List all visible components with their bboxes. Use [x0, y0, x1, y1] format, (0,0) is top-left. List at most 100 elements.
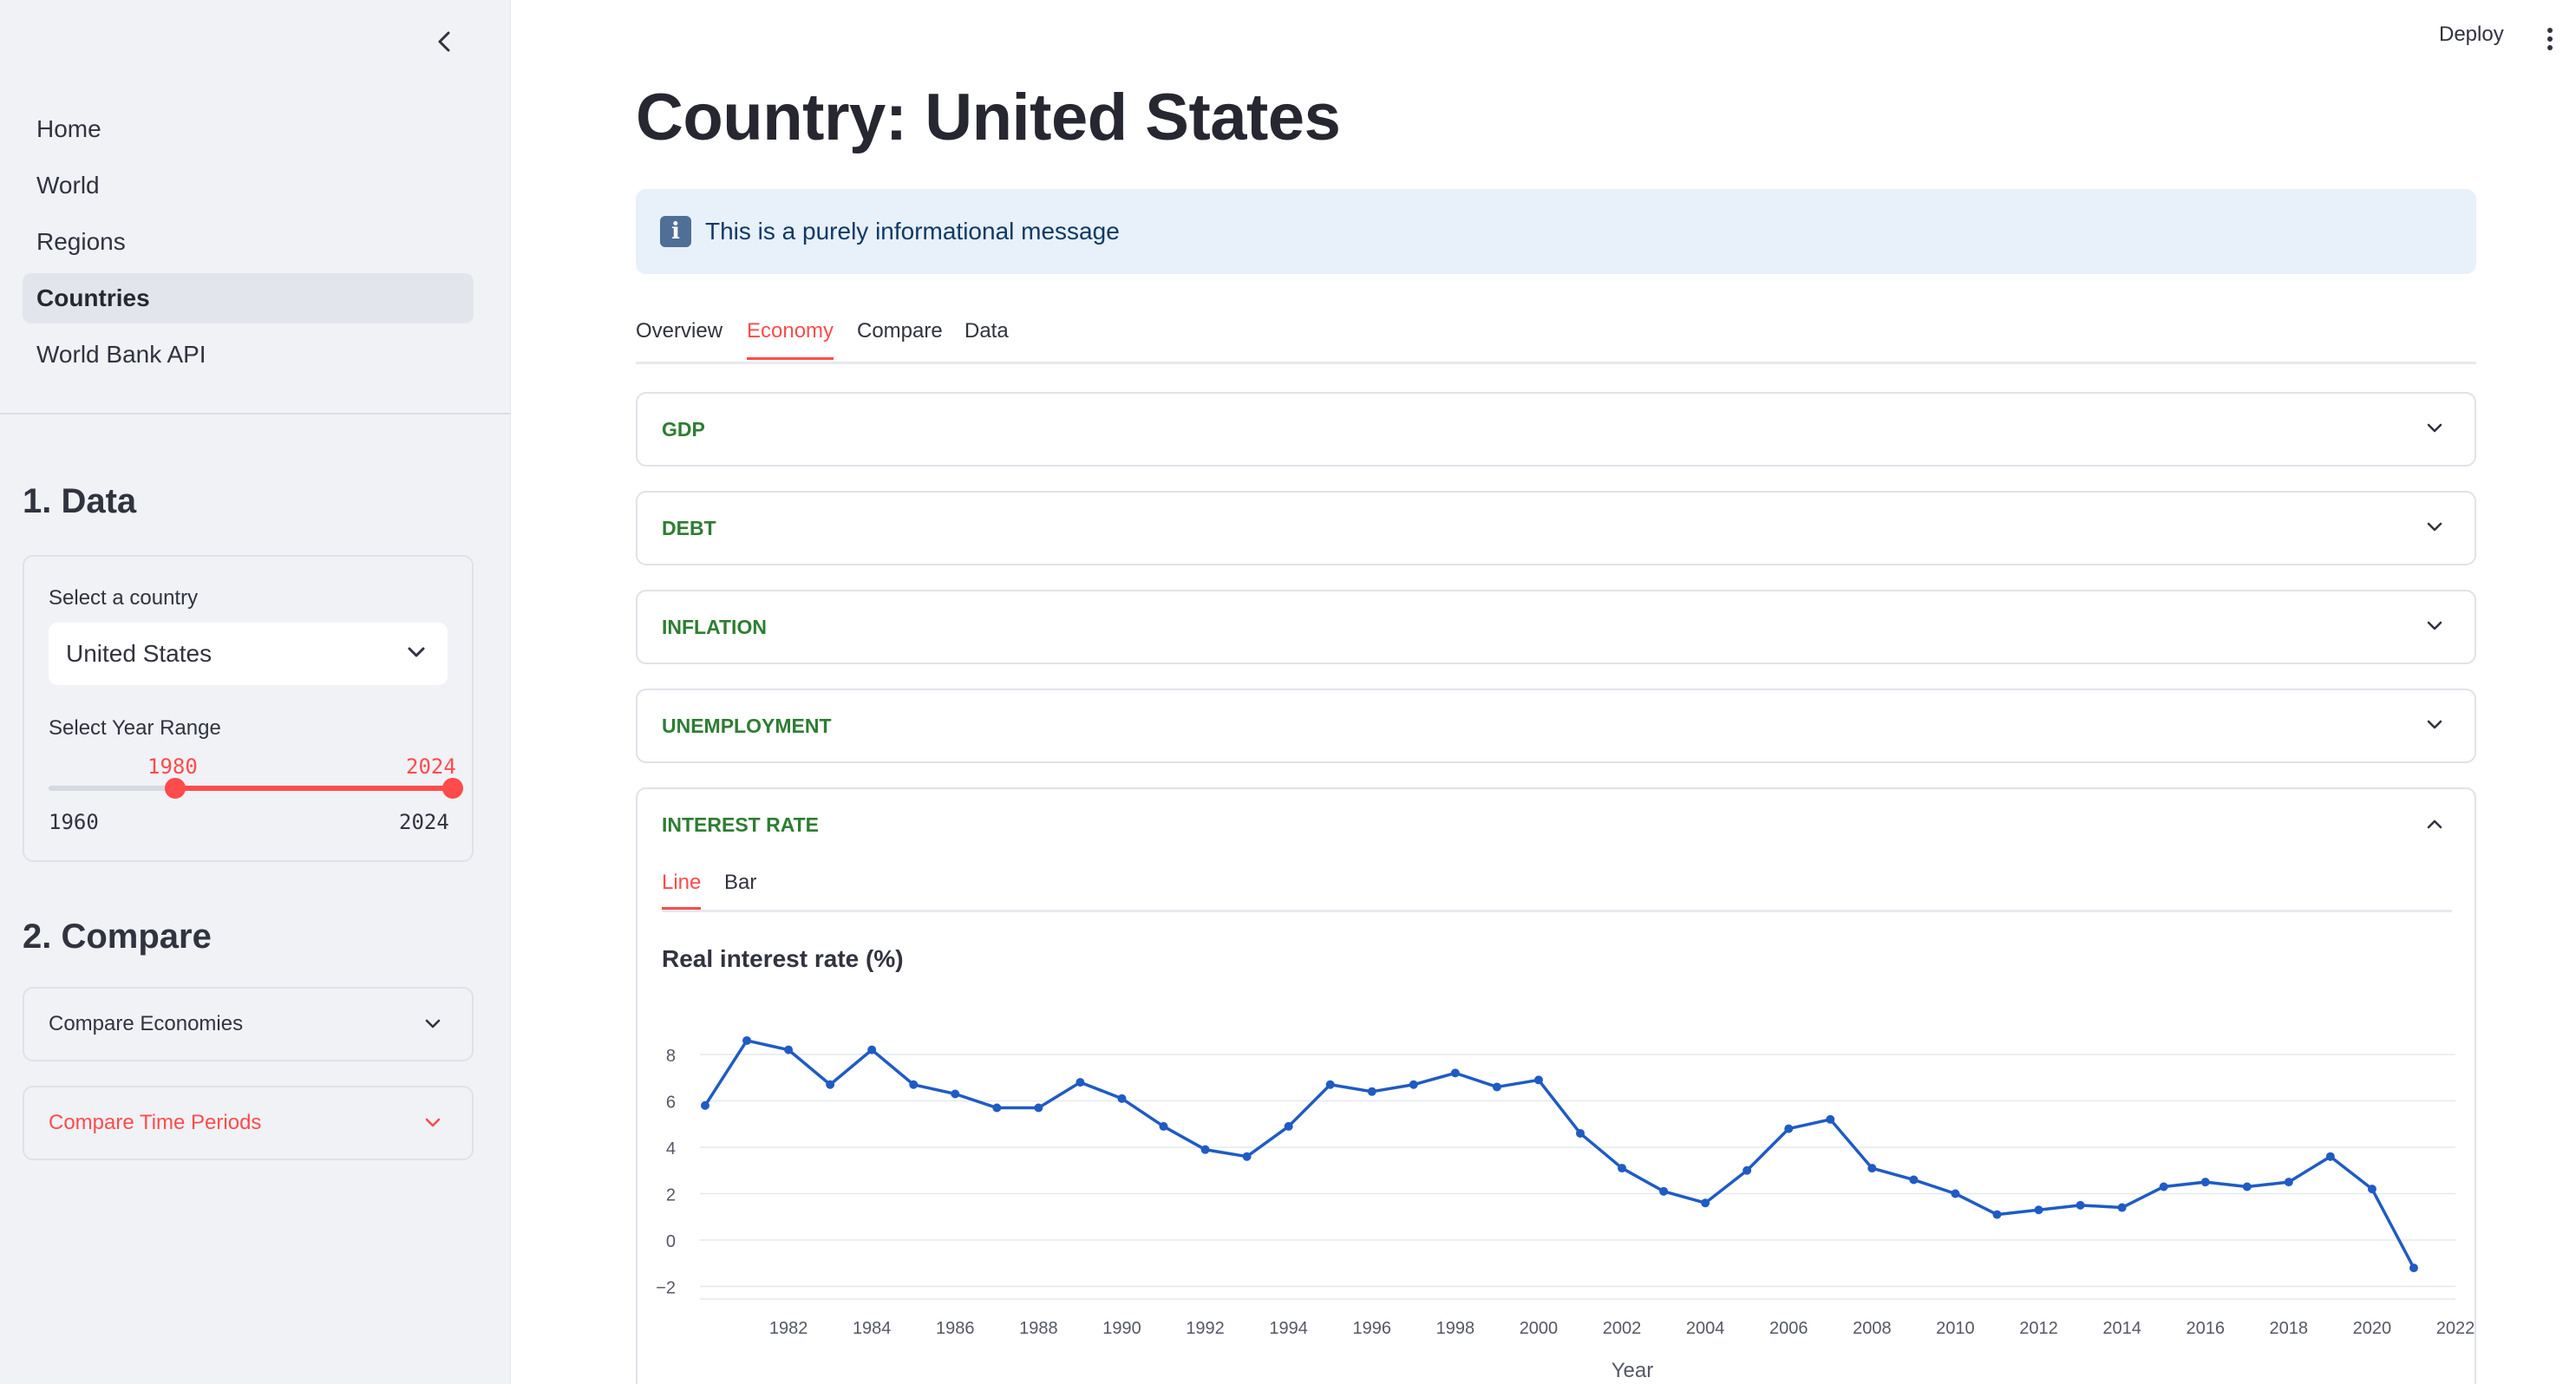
compare-time-periods-label: Compare Time Periods — [49, 1111, 262, 1134]
x-tick-label: 2016 — [2186, 1319, 2225, 1338]
data-point — [1492, 1082, 1501, 1092]
collapse-sidebar-button[interactable] — [428, 24, 460, 59]
data-point — [951, 1089, 960, 1099]
data-controls-box: Select a country United States Select Ye… — [23, 555, 474, 862]
chevron-down-icon — [2427, 720, 2442, 729]
expander-inflation-label: INFLATION — [662, 616, 767, 638]
data-point — [1533, 1075, 1543, 1085]
subtab-bar[interactable]: Bar — [724, 871, 757, 894]
data-point — [1200, 1145, 1210, 1154]
y-tick-label: 0 — [666, 1232, 676, 1251]
nav-item-world[interactable]: World — [36, 172, 100, 199]
chevron-down-icon — [425, 1118, 441, 1127]
range-start-value: 1980 — [147, 754, 198, 779]
tab-compare[interactable]: Compare — [857, 319, 943, 343]
x-tick-label: 2006 — [1769, 1319, 1808, 1338]
x-tick-label: 2020 — [2353, 1319, 2392, 1338]
y-tick-label: 6 — [666, 1093, 676, 1113]
info-alert: i This is a purely informational message — [636, 189, 2476, 274]
x-tick-label: 1988 — [1019, 1319, 1058, 1338]
data-point — [909, 1080, 919, 1089]
chevron-left-icon — [438, 31, 450, 52]
data-point — [2367, 1185, 2377, 1194]
x-tick-label: 2010 — [1936, 1319, 1975, 1338]
main-menu-icon[interactable] — [2541, 24, 2559, 54]
main-tabs: Overview Economy Compare Data — [636, 312, 2476, 364]
chart-subtabs: Line Bar — [662, 864, 2452, 912]
x-tick-label: 2014 — [2102, 1319, 2141, 1338]
data-point — [2159, 1182, 2168, 1191]
info-message: This is a purely informational message — [705, 218, 1120, 245]
expander-debt-label: DEBT — [662, 517, 716, 539]
slider-thumb-start[interactable] — [164, 778, 186, 799]
info-icon: i — [660, 216, 691, 247]
expander-gdp[interactable]: GDP — [636, 392, 2476, 467]
data-point — [2325, 1152, 2335, 1161]
x-tick-label: 2002 — [1603, 1319, 1642, 1338]
range-max-label: 2024 — [399, 810, 449, 834]
country-select-label: Select a country — [49, 586, 199, 610]
data-point — [1450, 1068, 1460, 1078]
compare-economies-expander[interactable]: Compare Economies — [23, 987, 474, 1061]
tab-overview[interactable]: Overview — [636, 319, 723, 343]
chevron-up-icon[interactable] — [2424, 813, 2445, 834]
data-point — [1284, 1121, 1293, 1131]
slider-thumb-end[interactable] — [442, 778, 463, 799]
year-range-label: Select Year Range — [49, 716, 221, 740]
expander-inflation[interactable]: INFLATION — [636, 590, 2476, 664]
data-point — [1576, 1128, 1585, 1138]
compare-time-periods-expander[interactable]: Compare Time Periods — [23, 1086, 474, 1160]
nav-item-world-bank-api[interactable]: World Bank API — [36, 341, 206, 368]
data-point — [1325, 1080, 1335, 1089]
nav-item-home[interactable]: Home — [36, 115, 101, 142]
x-tick-label: 2004 — [1686, 1319, 1725, 1338]
data-point — [2117, 1203, 2127, 1212]
x-tick-label: 1996 — [1353, 1319, 1392, 1338]
tab-economy[interactable]: Economy — [747, 319, 834, 360]
expander-interest-rate-label[interactable]: INTEREST RATE — [662, 813, 820, 836]
data-point — [1159, 1121, 1168, 1131]
nav-item-regions[interactable]: Regions — [36, 228, 126, 255]
data-point — [1784, 1124, 1794, 1133]
expander-debt[interactable]: DEBT — [636, 491, 2476, 565]
y-tick-label: −2 — [656, 1279, 676, 1298]
country-select[interactable]: United States — [49, 623, 448, 685]
range-end-value: 2024 — [406, 754, 456, 779]
chart-title: Real interest rate (%) — [662, 945, 904, 972]
data-point — [742, 1035, 752, 1045]
y-tick-label: 2 — [666, 1186, 676, 1205]
data-point — [2076, 1200, 2085, 1210]
chevron-down-icon — [2427, 522, 2442, 532]
data-point — [2409, 1263, 2418, 1273]
data-point — [1034, 1103, 1043, 1113]
x-tick-label: 1992 — [1186, 1319, 1225, 1338]
subtab-line[interactable]: Line — [662, 871, 702, 910]
data-point — [826, 1080, 835, 1089]
data-point — [1076, 1078, 1085, 1087]
x-axis-label: Year — [1612, 1359, 1654, 1382]
year-range-slider[interactable] — [49, 778, 463, 799]
interest-rate-line-chart: 8 6 4 2 0 −2 1982 1984 1986 1988 1990 1992 1994 1996 1… — [656, 1035, 2475, 1382]
tab-data[interactable]: Data — [964, 319, 1009, 343]
data-point — [2242, 1182, 2252, 1191]
deploy-button[interactable]: Deploy — [2439, 23, 2504, 46]
x-tick-label: 1982 — [769, 1319, 808, 1338]
x-tick-label: 1998 — [1436, 1319, 1475, 1338]
data-point — [701, 1100, 709, 1110]
expander-unemployment[interactable]: UNEMPLOYMENT — [636, 689, 2476, 763]
data-point — [2200, 1178, 2210, 1187]
data-point — [1659, 1186, 1669, 1196]
data-point — [1951, 1189, 1960, 1198]
chevron-down-icon — [408, 647, 425, 657]
data-point — [1826, 1114, 1835, 1124]
x-tick-label: 1986 — [936, 1319, 975, 1338]
sidebar-nav: Home World Regions Countries World Bank … — [23, 104, 474, 386]
data-point — [1117, 1093, 1127, 1103]
chevron-down-icon — [2427, 423, 2442, 433]
data-point — [992, 1103, 1002, 1113]
nav-item-countries[interactable]: Countries — [23, 273, 474, 323]
y-tick-label: 8 — [666, 1047, 676, 1066]
chevron-down-icon — [2427, 621, 2442, 630]
data-point — [1367, 1087, 1376, 1096]
